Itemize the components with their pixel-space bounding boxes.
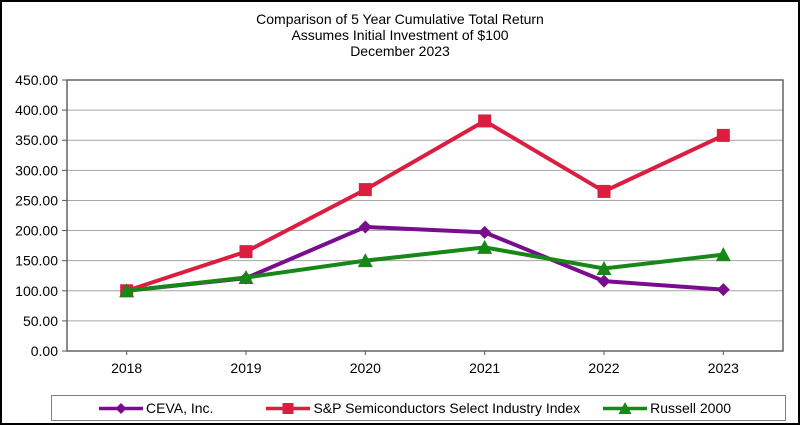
- square-marker-icon: [282, 402, 294, 414]
- legend-item-ceva: CEVA, Inc.: [98, 400, 213, 416]
- series-s-p-semiconductors-select-industry-index: [120, 114, 730, 298]
- y-tick-label: 150.00: [15, 253, 58, 269]
- y-tick-label: 50.00: [23, 313, 58, 329]
- triangle-marker-icon: [618, 401, 632, 414]
- triangle-marker-icon: [477, 239, 493, 254]
- legend-label-sp-semiconductors: S&P Semiconductors Select Industry Index: [313, 400, 581, 416]
- square-marker-icon: [239, 245, 253, 259]
- y-tick-label: 350.00: [15, 132, 58, 148]
- legend-label-russell-2000: Russell 2000: [650, 400, 732, 416]
- series-line: [126, 245, 724, 293]
- y-tick-label: 200.00: [15, 223, 58, 239]
- diamond-marker-icon: [358, 220, 372, 234]
- triangle-marker-icon: [596, 260, 612, 275]
- triangle-marker-icon: [603, 401, 648, 414]
- diamond-marker-icon: [716, 283, 730, 297]
- y-tick-label: 450.00: [15, 72, 58, 88]
- legend-item-russell-2000: Russell 2000: [602, 400, 731, 416]
- chart-title-line1: Comparison of 5 Year Cumulative Total Re…: [256, 11, 544, 27]
- chart-title-line2: Assumes Initial Investment of $100: [291, 27, 509, 43]
- legend-label-ceva: CEVA, Inc.: [146, 400, 214, 416]
- diamond-marker-icon: [115, 402, 127, 414]
- triangle-marker-icon: [119, 283, 135, 298]
- x-tick-label: 2022: [588, 360, 619, 376]
- square-marker-icon: [266, 402, 311, 414]
- chart-legend: CEVA, Inc. S&P Semiconductors Select Ind…: [51, 395, 786, 421]
- axes: 0.00 50.00 100.00 150.00 200.00 250.00 300.00 3…: [15, 72, 783, 376]
- legend-item-sp-semiconductors: S&P Semiconductors Select Industry Index: [265, 400, 580, 416]
- y-tick-label: 100.00: [15, 283, 58, 299]
- plot-border: [66, 79, 784, 352]
- series-russell-2000: [119, 239, 731, 298]
- chart-title: Comparison of 5 Year Cumulative Total Re…: [2, 11, 798, 59]
- y-tick-label: 400.00: [15, 102, 58, 118]
- diamond-marker-icon: [99, 402, 143, 414]
- square-marker-icon: [358, 183, 372, 197]
- triangle-marker-icon: [238, 270, 254, 285]
- x-tick-label: 2018: [111, 360, 142, 376]
- chart-title-line3: December 2023: [350, 43, 450, 59]
- square-marker-icon: [716, 128, 730, 142]
- triangle-marker-icon: [715, 247, 731, 262]
- y-tick-label: 0.00: [31, 343, 58, 359]
- diamond-marker-icon: [597, 274, 611, 288]
- square-marker-icon: [597, 184, 611, 198]
- diamond-marker-icon: [478, 225, 492, 239]
- x-tick-label: 2023: [708, 360, 739, 376]
- x-tick-label: 2019: [230, 360, 261, 376]
- square-marker-icon: [478, 114, 492, 128]
- x-tick-label: 2021: [469, 360, 500, 376]
- series-line: [126, 118, 725, 293]
- y-tick-label: 250.00: [15, 192, 58, 208]
- triangle-marker-icon: [357, 253, 373, 268]
- series-ceva-inc: [120, 220, 730, 298]
- y-tick-label: 300.00: [15, 162, 58, 178]
- x-tick-label: 2020: [350, 360, 381, 376]
